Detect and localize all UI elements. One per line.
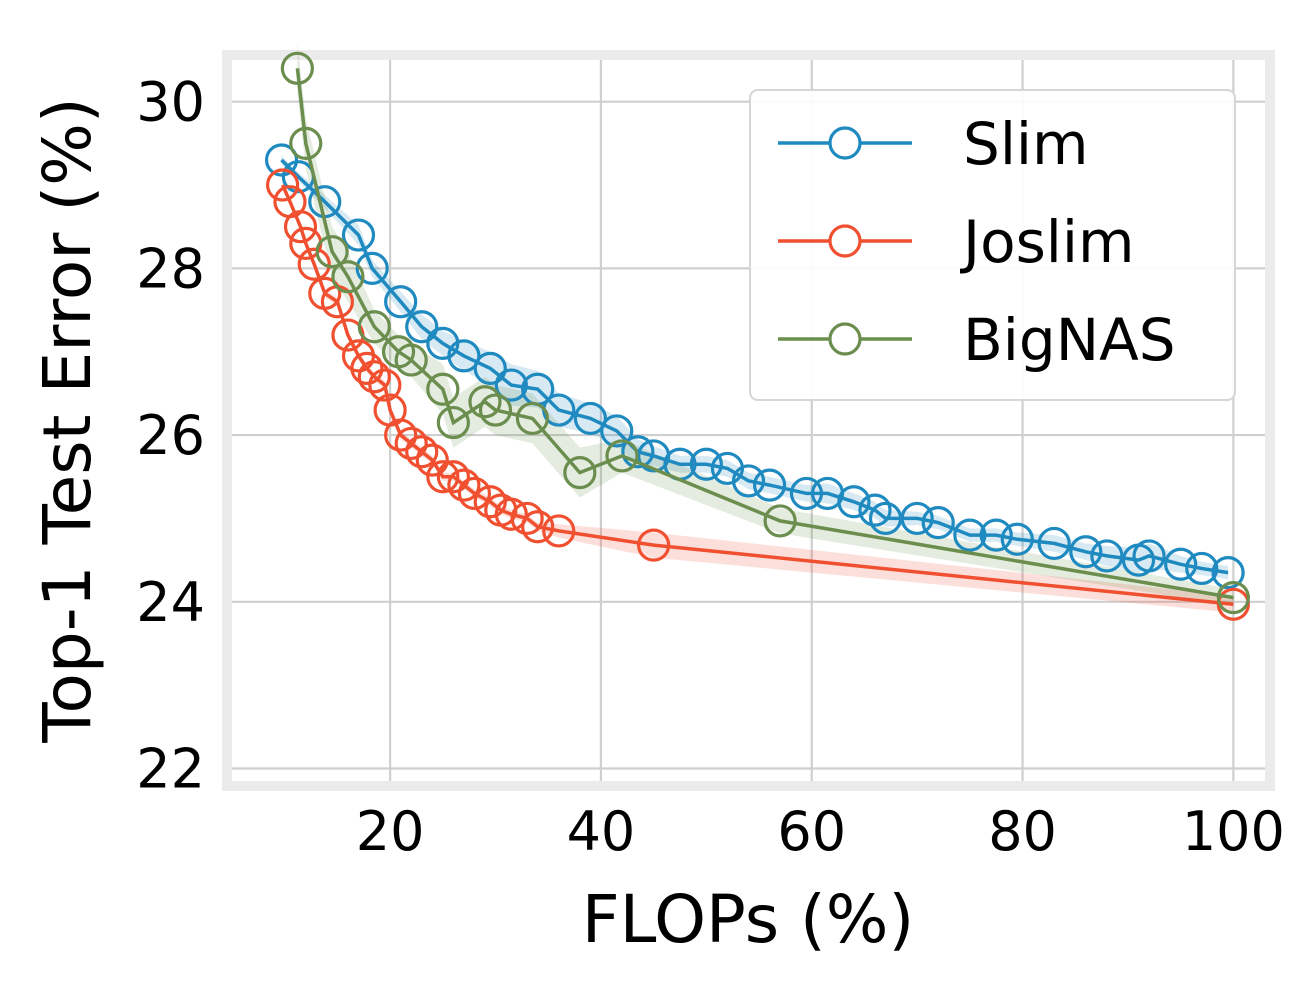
point-joslim [494, 497, 528, 531]
y-tick-label: 22 [136, 737, 205, 800]
point-slim [979, 518, 1013, 552]
point-slim [355, 251, 389, 285]
legend-box [749, 89, 1236, 401]
y-tick-label: 24 [136, 571, 205, 634]
point-slim [858, 493, 892, 527]
point-slim [1069, 535, 1103, 569]
point-bignas [331, 260, 365, 294]
point-slim [1185, 551, 1219, 586]
x-tick-label: 60 [777, 800, 846, 863]
point-slim [341, 218, 376, 252]
point-slim [752, 468, 787, 502]
point-joslim [394, 426, 428, 461]
point-bignas [280, 51, 314, 85]
x-tick-label: 80 [988, 800, 1057, 863]
point-joslim [436, 460, 470, 494]
x-tick-label: 100 [1182, 800, 1285, 863]
point-bignas [426, 372, 460, 406]
point-bignas [478, 393, 513, 427]
point-slim [1000, 522, 1034, 556]
x-axis-title: FLOPs (%) [582, 881, 915, 958]
point-slim [868, 501, 903, 536]
point-bignas [468, 385, 502, 419]
legend-marker-bignas [828, 322, 862, 356]
y-tick-label: 30 [136, 71, 205, 134]
legend: Slim Joslim BigNAS [749, 89, 1236, 401]
legend-label-bignas: BigNAS [963, 306, 1176, 374]
series-layer [264, 51, 1250, 621]
point-slim [689, 447, 723, 481]
point-slim [405, 310, 439, 344]
point-slim [494, 368, 528, 402]
point-joslim [426, 460, 460, 494]
legend-label-slim: Slim [963, 110, 1089, 178]
point-slim [1164, 547, 1198, 581]
point-joslim [350, 351, 384, 386]
point-slim [473, 351, 507, 386]
point-joslim [457, 476, 492, 511]
point-joslim [384, 418, 418, 452]
point-bignas [605, 439, 639, 473]
point-slim [384, 285, 418, 319]
y-tick-label: 26 [136, 404, 205, 467]
y-tick-label: 28 [136, 237, 205, 300]
point-slim [447, 339, 481, 373]
point-slim [264, 143, 299, 177]
point-bignas [763, 504, 797, 538]
legend-marker-joslim [828, 224, 862, 258]
point-bignas [1216, 581, 1250, 615]
x-tick-label: 20 [356, 800, 425, 863]
point-joslim [283, 210, 318, 244]
point-joslim [405, 435, 439, 469]
point-bignas [289, 126, 323, 160]
point-joslim [368, 368, 402, 402]
point-bignas [436, 405, 470, 440]
point-slim [953, 518, 987, 552]
point-slim [1132, 539, 1166, 573]
point-slim [621, 435, 655, 469]
point-joslim [357, 360, 391, 394]
point-bignas [394, 343, 428, 377]
point-joslim [637, 528, 671, 562]
legend-label-joslim: Joslim [960, 208, 1135, 276]
point-bignas [515, 401, 550, 436]
y-axis-title: Top-1 Test Error (%) [29, 97, 106, 743]
point-joslim [447, 468, 481, 502]
x-tick-label: 40 [567, 800, 636, 863]
point-joslim [521, 510, 555, 544]
point-slim [789, 476, 824, 511]
x-tick-labels: 20 40 60 80 100 [356, 800, 1285, 863]
point-slim [731, 464, 766, 498]
point-slim [600, 414, 634, 448]
point-bignas [315, 235, 349, 269]
point-joslim [265, 168, 300, 202]
point-slim [1211, 556, 1245, 590]
legend-marker-slim [828, 126, 862, 160]
point-bignas [357, 310, 391, 344]
point-slim [921, 506, 955, 540]
point-slim [1090, 539, 1124, 573]
point-bignas [563, 455, 597, 490]
point-joslim [542, 514, 576, 548]
point-slim [837, 485, 871, 519]
point-slim [1037, 526, 1071, 561]
point-slim [573, 401, 607, 436]
point-slim [900, 501, 934, 536]
point-joslim [297, 247, 331, 281]
point-joslim [415, 443, 449, 477]
point-joslim [510, 501, 544, 536]
y-tick-labels: 22 24 26 28 30 [136, 71, 205, 801]
